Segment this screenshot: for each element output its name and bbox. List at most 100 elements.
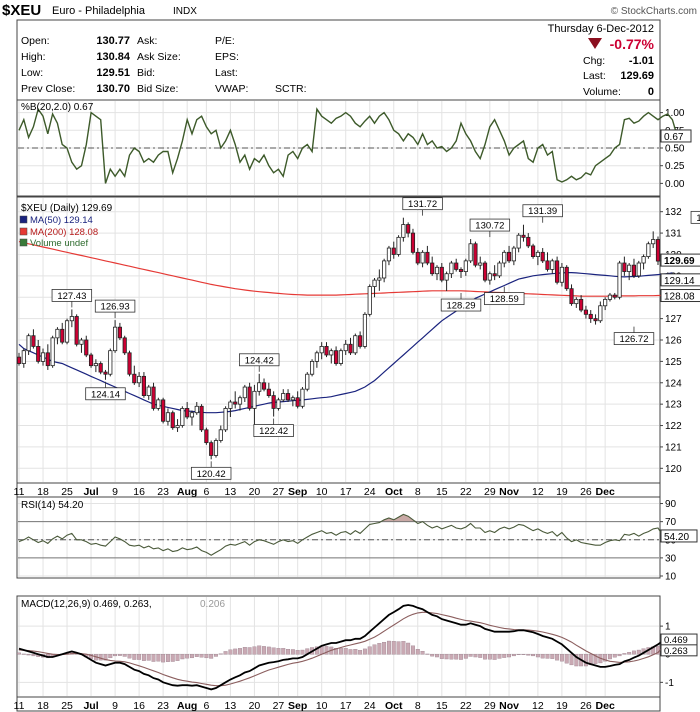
date-label: 15 <box>436 700 448 712</box>
date-label: 13 <box>225 700 237 712</box>
callout-label: 124.42 <box>245 355 274 366</box>
candle <box>511 247 516 262</box>
macd-hist-bar <box>473 654 478 658</box>
candle <box>146 386 151 396</box>
macd-hist-bar <box>511 654 516 657</box>
macd-hist-bar <box>526 654 531 656</box>
macd-hist-bar <box>122 654 127 657</box>
date-label: 25 <box>61 486 73 498</box>
y-tick-label: 10 <box>665 572 677 583</box>
macd-hist-bar <box>468 654 473 657</box>
candle <box>617 262 622 298</box>
callout-box <box>469 218 511 232</box>
date-label: 18 <box>37 700 49 712</box>
macd-hist-bar <box>98 654 103 661</box>
callout-box <box>239 353 280 367</box>
date-label: 25 <box>61 700 73 712</box>
date-label: 16 <box>133 486 145 498</box>
macd-hist-bar <box>444 654 449 660</box>
candle <box>353 335 358 354</box>
macd-hist-bar <box>502 654 507 658</box>
panel-frame <box>16 595 661 698</box>
macd-hist-bar <box>583 654 588 667</box>
candle <box>223 408 228 431</box>
y-tick-label: 0.25 <box>665 161 685 172</box>
macd-hist-bar <box>603 654 608 662</box>
y-tick-label: 90 <box>665 499 677 510</box>
candle <box>463 260 468 272</box>
quote-value: 0 <box>648 86 654 98</box>
macd-signal-line <box>18 611 664 687</box>
candle <box>598 305 603 322</box>
candle <box>228 401 233 409</box>
candle <box>309 360 315 375</box>
quote-value: 130.70 <box>96 83 130 95</box>
date-label: 13 <box>225 486 237 498</box>
quote-label: Volume: <box>583 86 621 98</box>
date-label: Dec <box>596 486 615 498</box>
legend-swatch <box>19 238 28 247</box>
candle <box>434 266 440 275</box>
candle <box>233 401 238 405</box>
candle <box>151 386 156 409</box>
quote-label: EPS: <box>215 51 239 63</box>
macd-hist-bar <box>420 650 425 655</box>
candle <box>45 352 50 367</box>
macd-hist-bar <box>415 649 420 655</box>
macd-hist-bar <box>425 653 430 655</box>
ma200-line <box>18 241 673 297</box>
quote-label: Last: <box>215 67 238 79</box>
quote-value: -1.01 <box>629 55 654 67</box>
macd-hist-bar <box>483 654 487 660</box>
candle <box>506 251 512 262</box>
quote-label: P/E: <box>215 35 235 47</box>
candle <box>88 354 94 367</box>
date-label: 23 <box>157 486 169 498</box>
macd-hist-bar <box>492 654 497 660</box>
quote-label: Bid: <box>137 67 155 79</box>
macd-hist-bar <box>459 654 463 660</box>
date-label: Sep <box>288 486 307 498</box>
macd-hist-bar <box>228 649 233 655</box>
pctb-line <box>18 107 678 184</box>
candle <box>189 412 195 418</box>
candle <box>425 251 430 264</box>
macd-hist-title: 0.206 <box>200 599 225 610</box>
macd-hist-bar <box>170 654 175 662</box>
date-label: 20 <box>249 486 261 498</box>
candle <box>588 313 593 320</box>
candle <box>98 363 103 373</box>
macd-hist-bar <box>26 654 31 656</box>
macd-hist-bar <box>281 648 286 655</box>
candle <box>439 266 444 281</box>
quote-value: 129.51 <box>96 67 130 79</box>
macd-hist-bar <box>295 650 300 655</box>
macd-hist-bar <box>233 648 238 655</box>
date-label: 6 <box>203 700 209 712</box>
candle <box>127 352 132 375</box>
date-label: 11 <box>14 700 25 712</box>
callout-box <box>253 424 294 437</box>
y-tick-label: 125 <box>665 357 682 368</box>
callout-box <box>402 197 443 211</box>
price-title: $XEU (Daily) 129.69 <box>21 203 113 214</box>
macd-hist-bar <box>497 654 502 659</box>
candle <box>478 262 483 266</box>
candle <box>521 234 526 238</box>
candle <box>502 251 507 264</box>
quote-table: Open: 130.77 Ask: P/E: High: 130.84 Ask Size: E… <box>21 35 307 95</box>
y-tick-label: 0.50 <box>665 144 685 155</box>
macd-hist-bar <box>141 654 146 661</box>
candle <box>242 386 247 399</box>
macd-hist-bar <box>271 647 276 655</box>
instrument-name: Euro - Philadelphia <box>52 5 146 17</box>
macd-hist-bar <box>521 654 526 655</box>
candle <box>329 350 334 356</box>
date-label: Dec <box>596 700 615 712</box>
candle <box>113 326 118 352</box>
candle <box>487 273 492 281</box>
macd-hist-bar <box>185 654 190 659</box>
candle <box>26 335 31 352</box>
candle <box>651 239 656 245</box>
